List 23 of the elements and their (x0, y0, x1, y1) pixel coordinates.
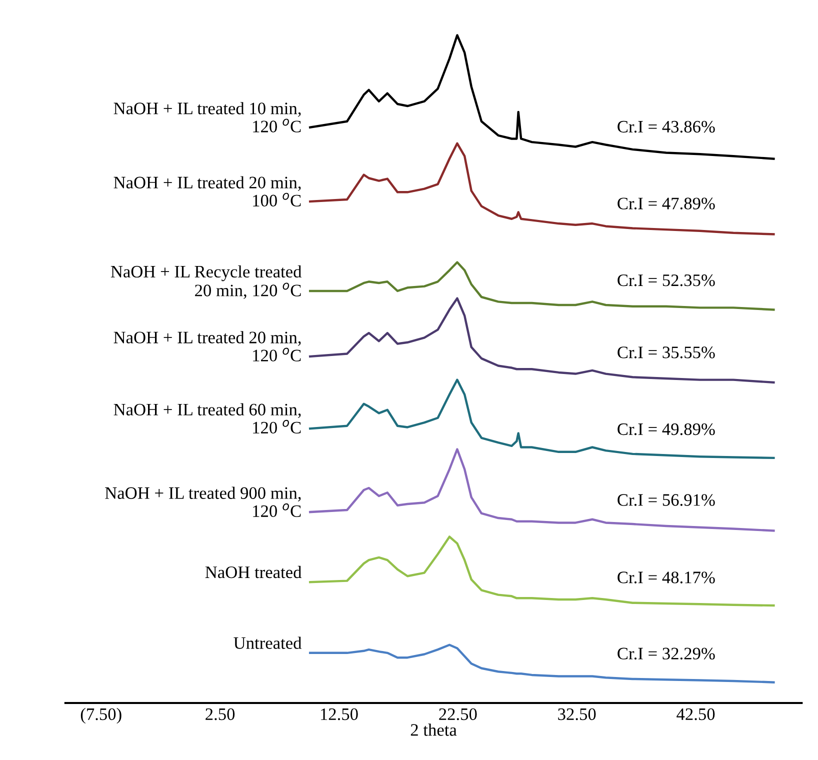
x-axis-title: 2 theta (410, 724, 457, 736)
x-tick-label: 42.50 (676, 708, 715, 720)
series-label: NaOH + IL Recycle treated 20 min, 120 $^{o}$C (110, 265, 302, 299)
series-label: NaOH treated (205, 566, 302, 578)
series-label: NaOH + IL treated 10 min, 120 $^{o}$C (114, 102, 301, 132)
annotation: Cr.I = 48.17% (618, 572, 715, 584)
annotation: Cr.I = 43.86% (618, 120, 715, 133)
x-tick-label: 22.50 (439, 708, 477, 720)
annotation: Cr.I = 32.29% (618, 648, 715, 660)
series-label: NaOH + IL treated 900 min, 120 $^{o}$C (105, 486, 301, 518)
annotation: Cr.I = 35.55% (618, 346, 715, 358)
x-tick-label: (7.50) (80, 708, 122, 724)
annotation: Cr.I = 56.91% (618, 494, 715, 506)
series-label: NaOH + IL treated 60 min, 120 $^{o}$C (114, 403, 301, 434)
series-label: NaOH + IL treated 20 min, 120 $^{o}$C (114, 331, 301, 362)
series-label: NaOH + IL treated 20 min, 100 $^{o}$C (114, 176, 301, 207)
annotation: Cr.I = 52.35% (618, 274, 715, 286)
annotation: Cr.I = 49.89% (618, 423, 715, 436)
x-tick-label: 2.50 (206, 708, 235, 720)
annotation: Cr.I = 47.89% (618, 198, 715, 210)
series-label: Untreated (234, 636, 302, 649)
x-tick-label: 12.50 (320, 708, 358, 720)
x-tick-label: 32.50 (558, 708, 596, 720)
